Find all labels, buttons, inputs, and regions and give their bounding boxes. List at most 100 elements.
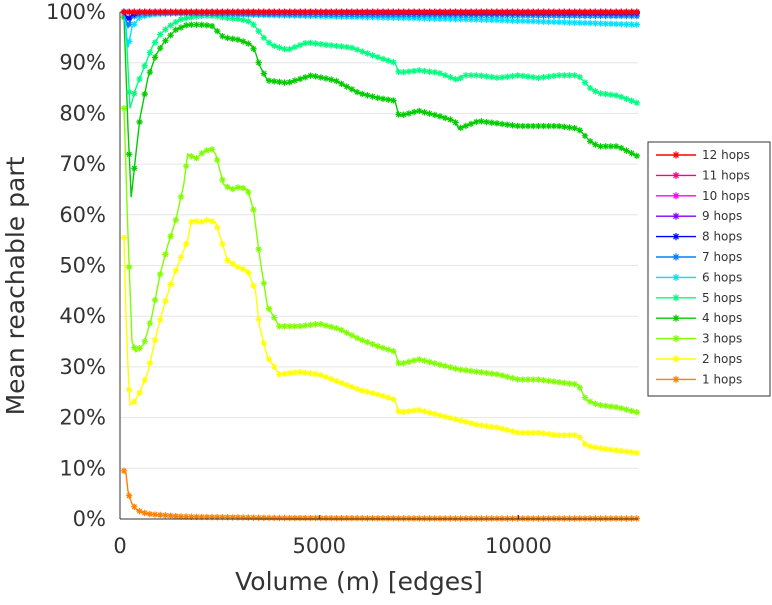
- data-point: [592, 444, 599, 451]
- series-4-hops: [120, 13, 641, 198]
- data-point: [167, 22, 174, 29]
- data-point: [384, 96, 392, 103]
- legend-label: 1 hops: [702, 372, 742, 386]
- legend-label: 4 hops: [702, 311, 742, 325]
- data-point: [353, 46, 361, 53]
- data-point: [400, 111, 407, 118]
- data-point: [530, 376, 537, 383]
- data-point: [281, 323, 288, 330]
- data-point: [245, 18, 252, 25]
- data-point: [524, 515, 532, 522]
- x-tick-label: 5000: [293, 534, 346, 558]
- data-point: [296, 368, 304, 376]
- data-point: [447, 515, 454, 522]
- legend-label: 5 hops: [702, 291, 742, 305]
- data-point: [426, 409, 433, 416]
- data-point: [255, 246, 262, 253]
- data-point: [607, 446, 615, 453]
- data-point: [146, 319, 154, 327]
- data-point: [364, 8, 371, 16]
- data-point: [540, 122, 547, 130]
- data-point: [426, 110, 433, 117]
- legend-marker: [672, 151, 680, 159]
- data-point: [483, 73, 490, 80]
- data-point: [193, 218, 200, 225]
- data-point: [208, 513, 216, 521]
- data-point: [405, 515, 413, 522]
- data-point: [457, 16, 464, 23]
- data-point: [441, 8, 449, 16]
- data-point: [167, 8, 174, 16]
- data-point: [519, 122, 527, 130]
- data-point: [586, 19, 594, 27]
- data-point: [379, 515, 387, 522]
- data-point: [390, 396, 397, 403]
- data-point: [488, 73, 495, 81]
- data-point: [519, 515, 527, 522]
- data-point: [333, 77, 340, 85]
- data-point: [530, 429, 537, 437]
- data-point: [530, 515, 537, 522]
- legend-label: 7 hops: [702, 250, 742, 264]
- data-point: [374, 391, 382, 398]
- legend-box: [647, 141, 771, 397]
- data-point: [421, 408, 428, 415]
- series-line: [123, 17, 639, 198]
- data-point: [452, 119, 459, 126]
- x-tick-label: 0: [113, 534, 126, 558]
- data-point: [260, 34, 268, 41]
- data-point: [561, 72, 568, 79]
- data-point: [561, 379, 568, 387]
- data-point: [286, 369, 293, 377]
- data-point: [535, 122, 542, 130]
- data-point: [255, 59, 262, 66]
- data-point: [359, 90, 366, 98]
- data-point: [530, 74, 537, 81]
- data-point: [623, 406, 630, 413]
- data-point: [239, 514, 247, 521]
- data-point: [602, 515, 609, 522]
- data-point: [390, 515, 397, 522]
- data-point: [504, 121, 511, 128]
- data-point: [312, 8, 319, 16]
- data-point: [493, 515, 501, 522]
- data-point: [498, 515, 506, 522]
- data-point: [141, 62, 148, 69]
- data-point: [353, 334, 361, 342]
- data-point: [436, 361, 444, 368]
- data-point: [618, 447, 625, 455]
- data-point: [405, 14, 413, 22]
- legend-marker: [672, 375, 680, 383]
- x-axis-title: Volume (m) [edges]: [235, 567, 483, 596]
- data-point: [151, 39, 159, 46]
- data-point: [343, 8, 350, 16]
- data-point: [540, 18, 547, 25]
- data-point: [488, 119, 495, 126]
- data-point: [312, 514, 319, 522]
- data-point: [618, 20, 625, 28]
- data-point: [260, 339, 268, 347]
- data-point: [343, 83, 350, 90]
- data-point: [633, 152, 641, 160]
- series-3-hops: [120, 105, 641, 416]
- data-point: [602, 90, 609, 98]
- data-point: [618, 8, 625, 16]
- data-point: [561, 19, 568, 26]
- data-point: [146, 8, 154, 16]
- data-point: [462, 8, 470, 16]
- data-point: [359, 515, 366, 522]
- data-point: [535, 429, 542, 437]
- data-point: [488, 370, 495, 377]
- data-point: [535, 8, 542, 16]
- axes: [119, 12, 638, 520]
- data-point: [586, 84, 594, 92]
- data-point: [219, 240, 226, 248]
- data-point: [405, 68, 413, 75]
- data-point: [524, 376, 532, 383]
- data-point: [483, 423, 490, 430]
- data-point: [162, 512, 169, 519]
- data-point: [431, 410, 438, 418]
- data-point: [504, 8, 511, 16]
- data-point: [250, 206, 257, 213]
- data-point: [519, 376, 527, 383]
